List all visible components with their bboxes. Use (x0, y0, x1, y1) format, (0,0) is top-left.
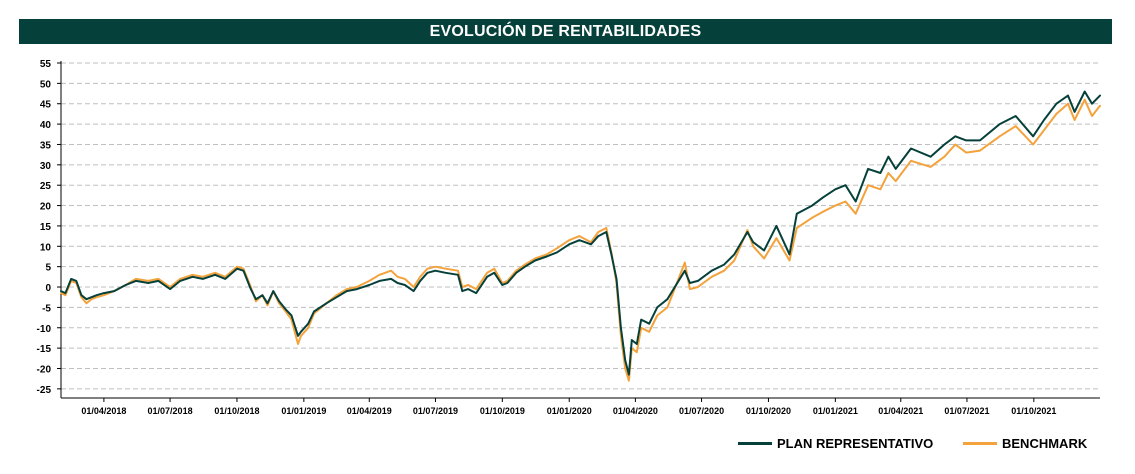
x-tick-label: 01/04/2019 (347, 406, 392, 416)
x-tick-label: 01/01/2021 (813, 406, 858, 416)
x-tick-label: 01/10/2018 (214, 406, 259, 416)
series-line-benchmark (60, 98, 1101, 382)
x-tick-label: 01/01/2019 (281, 406, 326, 416)
x-tick-label: 01/04/2020 (613, 406, 658, 416)
axes (57, 61, 1100, 402)
y-tick-label: 5 (45, 263, 51, 274)
x-tick-label: 01/10/2021 (1011, 406, 1056, 416)
y-tick-label: -10 (37, 324, 52, 335)
grid-lines (61, 62, 1100, 390)
y-tick-label: -15 (37, 344, 52, 355)
y-tick-label: 55 (40, 59, 52, 70)
y-tick-label: 25 (40, 181, 52, 192)
y-tick-label: 10 (40, 242, 52, 253)
y-tick-label: 0 (45, 283, 51, 294)
y-tick-label: 15 (40, 222, 52, 233)
x-tick-label: 01/01/2020 (547, 406, 592, 416)
y-tick-label: 40 (40, 120, 52, 131)
y-axis-tick-labels: -25 -20 -15 -10 -5 0 5 10 15 20 25 30 35 40 45 50 55 (37, 59, 52, 396)
chart-title: EVOLUCIÓN DE RENTABILIDADES (19, 19, 1112, 44)
x-tick-label: 01/07/2020 (679, 406, 724, 416)
x-tick-label: 01/10/2019 (480, 406, 525, 416)
legend-label-plan: PLAN REPRESENTATIVO (777, 435, 934, 451)
x-tick-label: 01/10/2020 (746, 406, 791, 416)
legend-swatch-plan (738, 441, 772, 445)
y-tick-label: -5 (42, 303, 51, 314)
x-tick-label: 01/07/2018 (148, 406, 193, 416)
y-tick-label: 20 (40, 202, 52, 213)
x-axis-tick-labels: 01/04/2018 01/07/2018 01/10/2018 01/01/2019… (81, 406, 1056, 416)
y-tick-label: 50 (40, 79, 52, 90)
x-tick-label: 01/07/2019 (413, 406, 458, 416)
x-tick-label: 01/04/2021 (878, 406, 923, 416)
legend-item-benchmark: BENCHMARK (963, 433, 1087, 453)
y-tick-label: -20 (37, 364, 52, 375)
series-lines (60, 90, 1101, 382)
y-tick-label: 35 (40, 140, 52, 151)
legend-swatch-benchmark (963, 441, 997, 445)
y-tick-label: 30 (40, 161, 52, 172)
y-tick-label: -25 (37, 385, 52, 396)
legend-item-plan: PLAN REPRESENTATIVO (738, 433, 933, 453)
y-tick-label: 45 (40, 100, 52, 111)
series-line-plan (60, 90, 1101, 376)
x-tick-label: 01/07/2021 (944, 406, 989, 416)
legend-label-benchmark: BENCHMARK (1002, 435, 1088, 451)
x-tick-label: 01/04/2018 (81, 406, 126, 416)
